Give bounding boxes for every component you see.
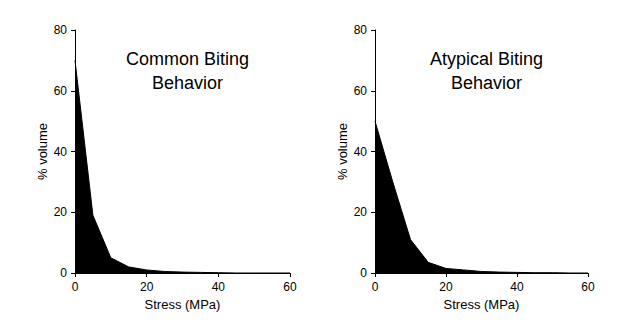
svg-text:Behavior: Behavior — [152, 73, 223, 93]
svg-text:40: 40 — [212, 280, 226, 294]
svg-text:80: 80 — [54, 23, 68, 37]
svg-text:20: 20 — [140, 280, 154, 294]
svg-text:Atypical Biting: Atypical Biting — [430, 49, 543, 69]
svg-text:% volume: % volume — [335, 123, 350, 180]
svg-text:20: 20 — [439, 280, 453, 294]
svg-text:0: 0 — [360, 266, 367, 280]
svg-text:Stress (MPa): Stress (MPa) — [444, 297, 520, 312]
svg-text:60: 60 — [54, 84, 68, 98]
svg-text:0: 0 — [60, 266, 67, 280]
svg-text:40: 40 — [354, 145, 368, 159]
svg-text:60: 60 — [283, 280, 297, 294]
svg-text:Behavior: Behavior — [451, 73, 522, 93]
svg-text:80: 80 — [354, 23, 368, 37]
svg-text:40: 40 — [54, 145, 68, 159]
svg-text:% volume: % volume — [35, 123, 50, 180]
svg-text:40: 40 — [510, 280, 524, 294]
svg-text:60: 60 — [354, 84, 368, 98]
svg-text:Stress (MPa): Stress (MPa) — [145, 297, 221, 312]
svg-text:20: 20 — [354, 205, 368, 219]
svg-text:60: 60 — [581, 280, 595, 294]
svg-text:0: 0 — [72, 280, 79, 294]
svg-text:0: 0 — [372, 280, 379, 294]
svg-text:20: 20 — [54, 205, 68, 219]
svg-text:Common Biting: Common Biting — [126, 49, 249, 69]
